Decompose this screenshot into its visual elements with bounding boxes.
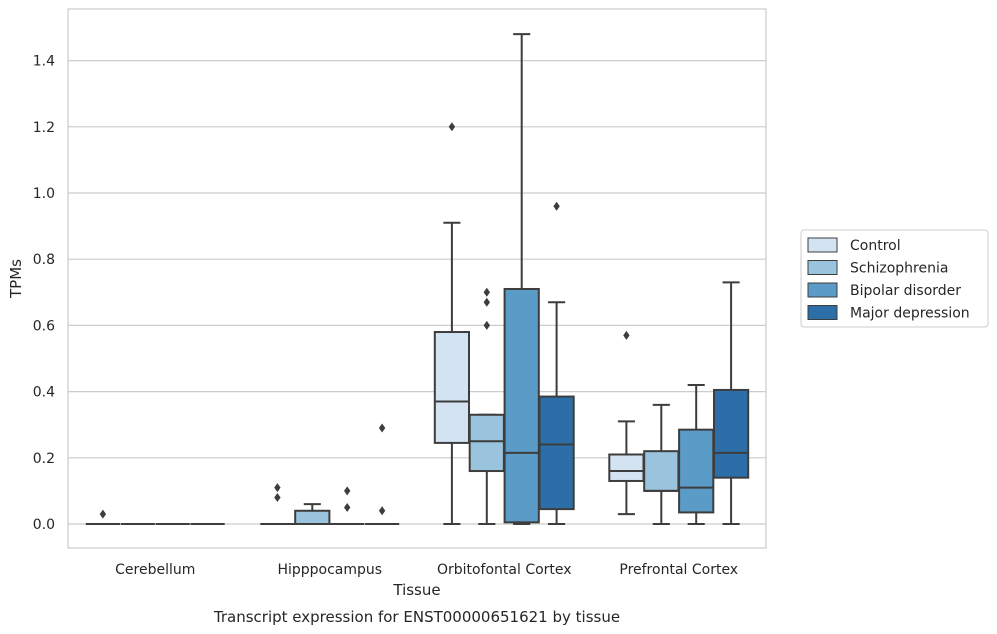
y-axis-ticks: 0.0 0.2 0.4 0.6 0.8 1.0 1.2 1.4 [33, 54, 55, 533]
figure-caption: Transcript expression for ENST0000065162… [213, 608, 620, 626]
x-tick-label: Cerebellum [115, 562, 195, 578]
y-tick-label: 0.6 [33, 318, 55, 334]
box-body [294, 509, 331, 526]
box-body [468, 413, 505, 473]
legend-swatch [807, 260, 838, 275]
box [433, 122, 471, 525]
outlier-point [553, 201, 560, 211]
box-body [433, 331, 471, 444]
box-series [85, 33, 750, 526]
series-group [120, 287, 680, 526]
box [538, 201, 575, 525]
box [503, 33, 540, 525]
plot-frame [67, 8, 767, 549]
y-tick-label: 1.4 [33, 54, 55, 70]
box-body [643, 450, 680, 492]
outlier-point [344, 502, 351, 512]
outlier-point [483, 287, 490, 297]
box [85, 509, 121, 525]
outlier-point [378, 506, 386, 516]
box [364, 423, 400, 525]
box [608, 330, 645, 516]
outlier-point [378, 423, 386, 433]
outlier-point [483, 297, 490, 307]
box-body [503, 287, 540, 524]
outlier-point [344, 486, 351, 496]
box [678, 383, 715, 525]
box-body [608, 453, 645, 482]
x-tick-label: Prefrontal Cortex [619, 562, 738, 578]
legend-label: Major depression [850, 306, 970, 322]
box [643, 403, 680, 525]
x-axis-ticks: Cerebellum Hipppocampus Orbitofontal Corte… [115, 562, 738, 578]
y-axis-label: TPMs [7, 259, 25, 299]
box [330, 486, 365, 525]
legend-label: Control [850, 238, 901, 254]
box [712, 281, 750, 525]
box-body [712, 388, 750, 479]
legend-label: Bipolar disorder [850, 283, 961, 299]
legend-frame [800, 229, 989, 328]
y-tick-label: 0.4 [33, 385, 55, 401]
y-tick-label: 1.0 [33, 186, 55, 202]
x-tick-label: Orbitofontal Cortex [437, 562, 572, 578]
legend-label: Schizophrenia [850, 261, 948, 277]
series-group [155, 33, 715, 525]
box-body [678, 428, 715, 514]
box-body [538, 395, 575, 511]
y-tick-label: 1.2 [33, 120, 55, 136]
box [294, 503, 331, 526]
outlier-point [448, 122, 456, 132]
x-tick-label: Hipppocampus [277, 562, 382, 578]
outlier-point [274, 493, 281, 503]
y-tick-label: 0.0 [33, 517, 55, 533]
outlier-point [274, 483, 281, 493]
series-group [190, 201, 750, 525]
box [260, 483, 295, 525]
series-group [85, 122, 645, 525]
y-tick-label: 0.8 [33, 252, 55, 268]
legend-swatch [807, 282, 838, 298]
outlier-point [483, 320, 490, 330]
outlier-point [99, 509, 107, 519]
legend-swatch [807, 237, 838, 253]
legend-swatch [807, 305, 838, 320]
y-tick-label: 0.2 [33, 451, 55, 467]
outlier-point [623, 330, 630, 340]
legend: Control Schizophrenia Bipolar disorder Majo… [800, 229, 989, 328]
box [468, 287, 505, 525]
x-axis-label: Tissue [392, 581, 440, 599]
